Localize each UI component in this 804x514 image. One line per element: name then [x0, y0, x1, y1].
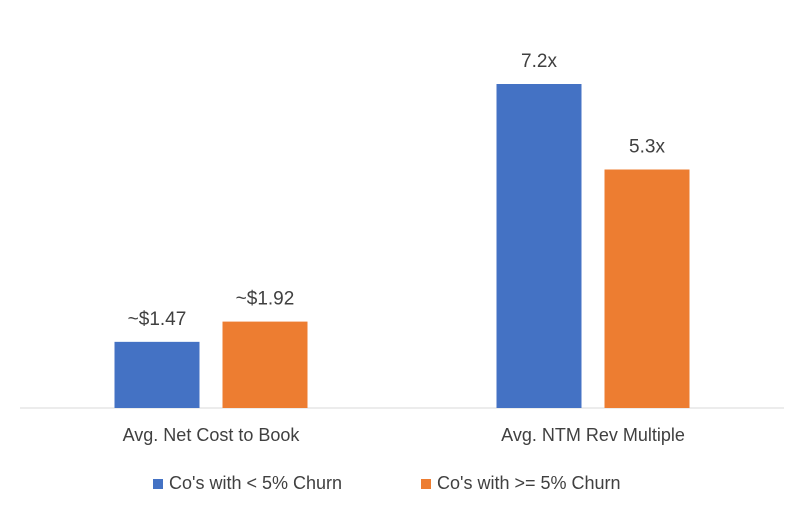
data-label: ~$1.47 [128, 309, 187, 330]
bar [496, 84, 582, 408]
data-label: 5.3x [629, 137, 665, 158]
legend-label: Co's with >= 5% Churn [437, 473, 621, 493]
bar [604, 169, 690, 408]
legend-label: Co's with < 5% Churn [169, 473, 342, 493]
x-tick-label: Avg. Net Cost to Book [123, 425, 301, 445]
data-label: ~$1.92 [236, 289, 295, 310]
data-label: 7.2x [521, 51, 557, 72]
legend-swatch [153, 479, 163, 489]
legend-swatch [421, 479, 431, 489]
x-tick-label: Avg. NTM Rev Multiple [501, 425, 685, 445]
bar [222, 321, 308, 408]
bar [114, 341, 200, 408]
